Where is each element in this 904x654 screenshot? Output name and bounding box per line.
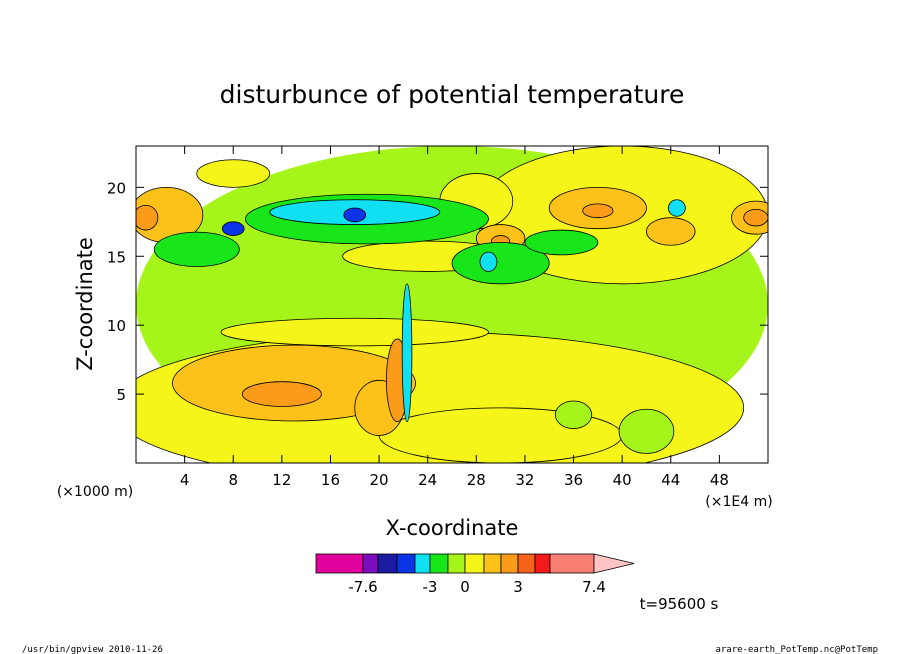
- x-tick-label: 28: [467, 471, 486, 489]
- colorbar-segment: [396, 553, 416, 574]
- colorbar-segment: [362, 553, 379, 574]
- x-tick-label: 40: [613, 471, 632, 489]
- colorbar-segment: [483, 553, 502, 574]
- y-tick-label: 15: [107, 248, 126, 266]
- colorbar-segment: [315, 553, 364, 574]
- contour-region: [221, 221, 245, 236]
- colorbar-tick-label: 3: [513, 578, 523, 596]
- contour-region: [646, 217, 696, 246]
- colorbar-tick-label: 0: [460, 578, 470, 596]
- contour-region: [401, 283, 413, 423]
- contour-region: [618, 408, 675, 454]
- time-annotation: t=95600 s: [640, 595, 719, 613]
- colorbar-segment: [377, 553, 398, 574]
- y-axis: 5 10 15 20: [107, 179, 768, 404]
- plot-frame: [135, 145, 769, 464]
- colorbar-tick-label: 7.4: [582, 578, 606, 596]
- footer-right: arare-earth_PotTemp.nc@PotTemp: [715, 645, 878, 654]
- y-units-label: (×1000 m): [57, 484, 133, 500]
- colorbar-ticks: -7.6 -3 0 3 7.4: [348, 578, 606, 596]
- colorbar-arrow: [593, 553, 635, 574]
- y-axis-label: Z-coordinate: [73, 237, 97, 371]
- colorbar-segment: [500, 553, 519, 574]
- contour-region: [343, 207, 367, 223]
- colorbar-segment: [517, 553, 536, 574]
- contour-region: [220, 317, 489, 347]
- contour-region: [451, 242, 550, 285]
- contour-region: [554, 400, 593, 429]
- contour-region: [241, 381, 322, 407]
- contour-field: [136, 146, 768, 463]
- contour-region: [524, 229, 599, 256]
- x-tick-label: 32: [515, 471, 534, 489]
- colorbar-segment: [549, 553, 595, 574]
- x-tick-label: 8: [228, 471, 238, 489]
- y-tick-label: 20: [107, 179, 126, 197]
- x-units-label: (×1E4 m): [705, 494, 772, 510]
- colorbar-segment: [464, 553, 485, 574]
- y-tick-label: 10: [107, 317, 126, 335]
- colorbar-tick-label: -3: [423, 578, 438, 596]
- contour-region: [136, 204, 159, 231]
- colorbar-segment: [534, 553, 551, 574]
- colorbar-segment: [414, 553, 431, 574]
- x-axis-label: X-coordinate: [386, 516, 519, 540]
- contour-region: [479, 251, 498, 272]
- contour-region: [667, 199, 686, 217]
- x-tick-label: 16: [321, 471, 340, 489]
- contour-region: [743, 209, 768, 227]
- contour-region: [196, 159, 271, 188]
- footer-left: /usr/bin/gpview 2010-11-26: [22, 645, 163, 654]
- x-tick-label: 48: [710, 471, 729, 489]
- x-tick-label: 36: [564, 471, 583, 489]
- x-tick-label: 24: [418, 471, 437, 489]
- y-tick-label: 5: [116, 386, 126, 404]
- x-tick-label: 4: [180, 471, 190, 489]
- x-tick-label: 20: [370, 471, 389, 489]
- colorbar: [315, 553, 635, 574]
- colorbar-segment: [429, 553, 449, 574]
- chart-title: disturbunce of potential temperature: [220, 80, 685, 109]
- x-axis: 4 8 12 16 20 24 28 32 36 40 44 48: [180, 146, 729, 489]
- x-tick-label: 12: [272, 471, 291, 489]
- x-tick-label: 44: [661, 471, 680, 489]
- contour-region: [153, 231, 240, 267]
- colorbar-tick-label: -7.6: [348, 578, 377, 596]
- colorbar-segment: [447, 553, 466, 574]
- contour-region: [582, 203, 614, 219]
